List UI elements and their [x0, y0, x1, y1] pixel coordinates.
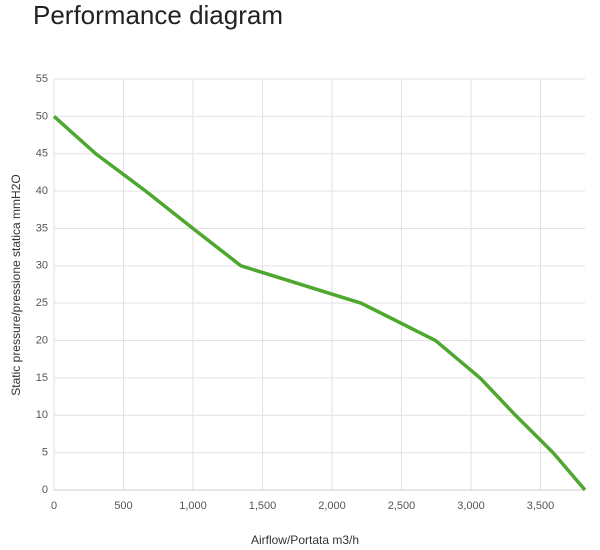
y-tick-label: 50	[36, 110, 48, 122]
y-tick-label: 10	[36, 409, 48, 421]
y-tick-label: 20	[36, 334, 48, 346]
y-tick-label: 30	[36, 260, 48, 272]
y-tick-label: 25	[36, 297, 48, 309]
x-tick-label: 2,000	[318, 500, 346, 512]
y-tick-label: 40	[36, 185, 48, 197]
x-tick-label: 2,500	[388, 500, 416, 512]
series-line	[52, 115, 587, 492]
y-tick-label: 15	[36, 372, 48, 384]
y-tick-label: 5	[42, 447, 48, 459]
x-tick-label: 0	[51, 500, 57, 512]
y-tick-label: 45	[36, 148, 48, 160]
x-axis-title: Airflow/Portata m3/h	[251, 533, 359, 547]
chart-title: Performance diagram	[33, 0, 283, 30]
y-tick-label: 0	[42, 484, 48, 496]
y-tick-label: 35	[36, 222, 48, 234]
x-tick-label: 3,000	[457, 500, 485, 512]
x-tick-label: 3,500	[527, 500, 555, 512]
y-axis-title: Static pressure/pressione statica mmH2O	[9, 174, 23, 395]
y-tick-label: 55	[36, 73, 48, 85]
x-tick-label: 500	[114, 500, 132, 512]
x-tick-label: 1,000	[179, 500, 207, 512]
x-tick-label: 1,500	[249, 500, 277, 512]
